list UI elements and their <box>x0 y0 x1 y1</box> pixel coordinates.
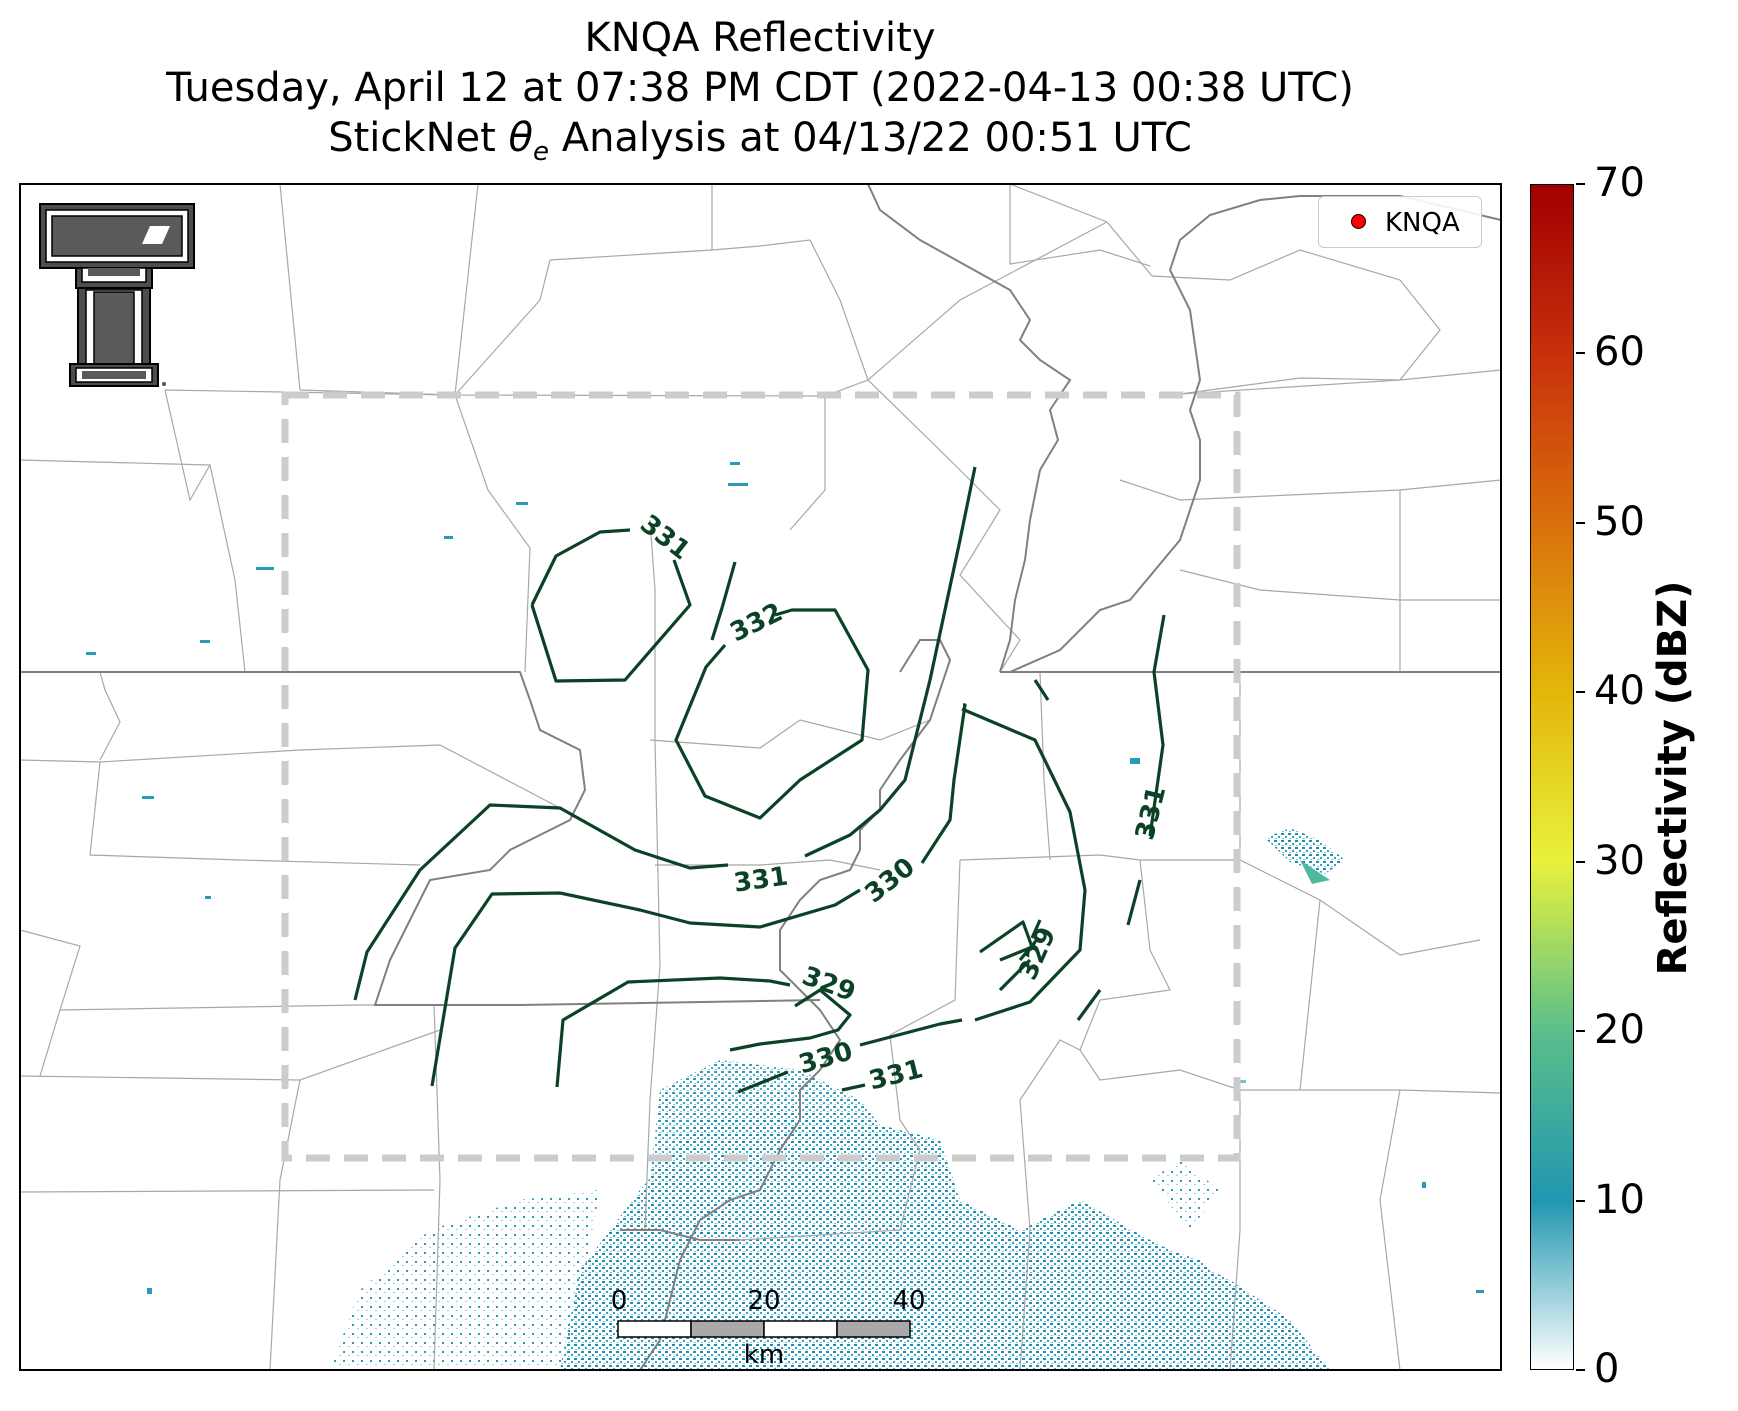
scale-tick-40: 40 <box>892 1286 926 1316</box>
map-subtitle-analysis: StickNet θe Analysis at 04/13/22 00:51 U… <box>0 114 1520 176</box>
theta-symbol: θ <box>508 115 533 161</box>
contour-label: 330 <box>796 1036 856 1080</box>
colorbar-tick-label: 60 <box>1594 329 1645 376</box>
colorbar-tick <box>1576 691 1585 694</box>
colorbar-tick-label: 70 <box>1594 160 1645 206</box>
theta-subscript: e <box>532 137 549 167</box>
colorbar-tick <box>1576 183 1585 185</box>
contour-label: 331 <box>732 861 790 898</box>
contour-label: 331 <box>1130 783 1172 843</box>
map-title: KNQA Reflectivity <box>584 15 936 61</box>
county-lines <box>20 184 1501 1370</box>
double-t-logo-icon <box>39 203 195 387</box>
map-subtitle-time: Tuesday, April 12 at 07:38 PM CDT (2022-… <box>166 65 1354 111</box>
contour-labels: 331 332 331 330 329 329 330 331 331 <box>634 509 1172 1096</box>
contour-label: 331 <box>634 509 695 566</box>
radar-echoes <box>86 462 1484 1370</box>
colorbar-tick-label: 20 <box>1594 1007 1645 1054</box>
colorbar-tick <box>1576 521 1585 524</box>
colorbar-tick <box>1576 352 1585 355</box>
colorbar-tick-label: 50 <box>1594 498 1645 545</box>
contour-label: 331 <box>866 1054 926 1096</box>
colorbar-tick-label: 0 <box>1594 1346 1620 1392</box>
map-frame <box>19 183 1502 1371</box>
contour-label: 332 <box>726 597 788 648</box>
scale-bar <box>617 1320 911 1338</box>
legend-station-label: KNQA <box>1385 208 1460 238</box>
theta-e-contours <box>353 466 1166 1094</box>
colorbar-tick <box>1576 1199 1585 1202</box>
scale-tick-0: 0 <box>610 1286 628 1316</box>
scale-unit: km <box>743 1340 785 1370</box>
colorbar <box>1530 184 1574 1370</box>
legend-box: KNQA <box>1318 196 1482 248</box>
analysis-suffix: Analysis at 04/13/22 00:51 UTC <box>548 115 1192 161</box>
colorbar-tick <box>1576 1369 1585 1371</box>
colorbar-tick-label: 30 <box>1594 837 1645 884</box>
colorbar-label: Reflectivity (dBZ) <box>1650 580 1696 976</box>
analysis-domain-box <box>281 391 1241 1162</box>
analysis-prefix: StickNet <box>328 115 509 161</box>
station-marker-icon <box>1351 214 1366 229</box>
scale-tick-20: 20 <box>747 1286 781 1316</box>
state-borders <box>20 184 1501 1370</box>
colorbar-tick <box>1576 860 1585 863</box>
contour-label: 330 <box>859 852 920 909</box>
colorbar-tick <box>1576 1030 1585 1033</box>
colorbar-tick-label: 10 <box>1594 1176 1645 1223</box>
colorbar-tick-label: 40 <box>1594 668 1645 715</box>
